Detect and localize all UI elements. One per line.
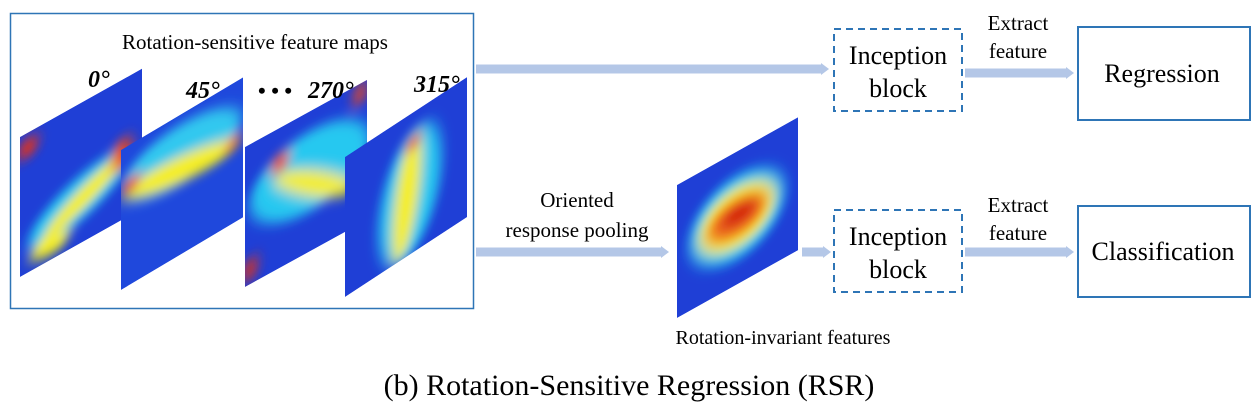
top-inception-line1: Inception [849, 41, 947, 70]
bottom-inception-block [833, 209, 963, 293]
pooling-label-line2: response pooling [506, 218, 649, 242]
angle-label-0: 0° [88, 67, 110, 93]
angle-label-45: 45° [185, 78, 220, 104]
ellipsis: • • • [258, 78, 292, 103]
regression-label: Regression [1104, 59, 1220, 88]
top-inception-line2: block [869, 74, 927, 103]
bottom-extract-line2: feature [989, 221, 1047, 245]
heatmap-270 [245, 79, 367, 287]
top-extract-line2: feature [989, 39, 1047, 63]
bottom-extract-line1: Extract [988, 193, 1049, 217]
bottom-inception-line2: block [869, 255, 927, 284]
bottom-inception-line1: Inception [849, 222, 947, 251]
heatmap-45 [121, 77, 243, 290]
classification-box [1077, 205, 1251, 298]
feature-maps-title: Rotation-sensitive feature maps [122, 30, 388, 54]
classification-label: Classification [1092, 237, 1235, 266]
top-extract-line1: Extract [988, 11, 1049, 35]
regression-box [1077, 26, 1251, 121]
angle-label-270: 270° [307, 78, 354, 104]
pooling-label-line1: Oriented [540, 188, 614, 212]
top-inception-block [833, 28, 963, 112]
figure-caption: (b) Rotation-Sensitive Regression (RSR) [384, 369, 875, 402]
angle-label-315: 315° [413, 72, 460, 98]
heatmap-315 [345, 77, 467, 297]
feature-maps-group-box [9, 12, 475, 310]
heatmap-invariant [677, 117, 798, 318]
invariant-label: Rotation-invariant features [676, 327, 891, 349]
